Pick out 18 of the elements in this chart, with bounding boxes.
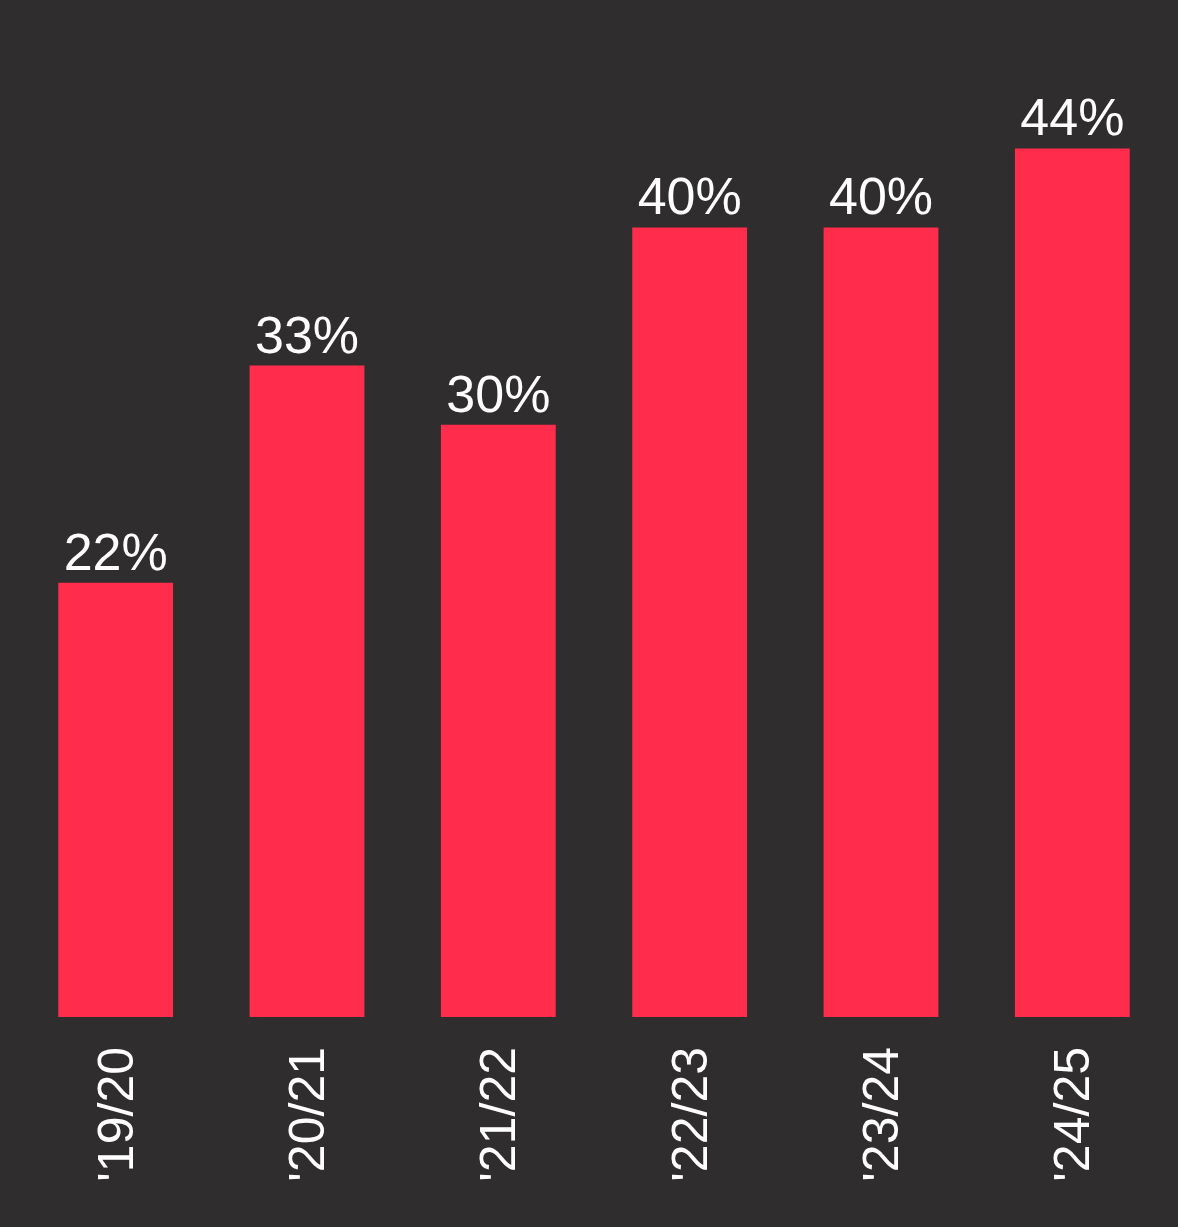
- x-tick-label: '23/24: [853, 1047, 909, 1182]
- x-tick-label: '20/21: [279, 1047, 335, 1182]
- data-label: 44%: [1020, 88, 1125, 147]
- bar: [440, 424, 556, 1017]
- x-tick-label: '22/23: [661, 1047, 718, 1182]
- data-label: 33%: [254, 305, 360, 364]
- bar: [823, 227, 939, 1017]
- x-tick-label: '19/20: [87, 1047, 144, 1182]
- bar: [632, 227, 748, 1017]
- data-label: 30%: [446, 364, 551, 423]
- bar: [249, 365, 365, 1017]
- bar: [58, 582, 174, 1017]
- x-tick-label: '24/25: [1044, 1047, 1101, 1182]
- x-tick-label: '21/22: [470, 1047, 527, 1182]
- bar: [1014, 148, 1130, 1017]
- data-label: 40%: [828, 167, 934, 226]
- data-label: 40%: [637, 167, 742, 226]
- data-label: 22%: [63, 522, 168, 581]
